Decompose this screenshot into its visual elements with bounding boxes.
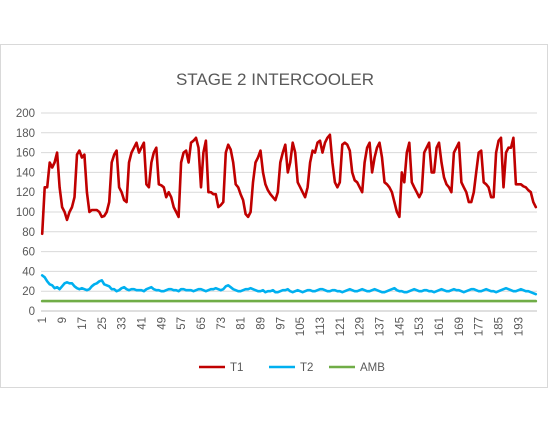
x-tick-label: 153: [414, 317, 426, 336]
x-tick-label: 129: [355, 317, 367, 336]
x-tick-label: 137: [375, 317, 387, 336]
x-tick-label: 161: [434, 317, 446, 336]
series-lines: [40, 133, 538, 303]
x-tick-label: 81: [236, 317, 248, 330]
x-tick-label: 25: [97, 317, 109, 330]
y-tick-label: 0: [29, 306, 35, 318]
legend-label-t2: T2: [300, 362, 313, 374]
y-tick-label: 140: [16, 167, 35, 179]
x-tick-label: 185: [494, 317, 506, 336]
y-axis-ticks: 0 20 40 60 80 100 120 140 160 180 200: [16, 108, 35, 318]
x-axis-ticks: 1 9 17 25 33 41 49 57 65 73 81 89 97 105 113 121 129 137 1…: [37, 317, 525, 336]
legend-label-amb: AMB: [360, 362, 385, 374]
y-tick-label: 100: [16, 207, 35, 219]
x-tick-label: 177: [474, 317, 486, 336]
series-line-t1: [40, 133, 538, 236]
x-tick-label: 65: [196, 317, 208, 330]
legend-label-t1: T1: [230, 362, 243, 374]
x-tick-label: 17: [77, 317, 89, 330]
chart-title: STAGE 2 INTERCOOLER: [176, 70, 374, 89]
x-tick-label: 193: [513, 317, 525, 336]
y-tick-label: 20: [22, 286, 35, 298]
y-tick-label: 160: [16, 148, 35, 160]
x-tick-label: 121: [335, 317, 347, 336]
y-tick-label: 120: [16, 187, 35, 199]
chart-frame: STAGE 2 INTERCOOLER 0 20 40 60 80 100 120 140 16…: [0, 44, 548, 388]
x-tick-label: 9: [57, 317, 69, 323]
x-tick-label: 41: [136, 317, 148, 330]
y-tick-label: 180: [16, 128, 35, 140]
x-tick-label: 169: [454, 317, 466, 336]
x-tick-label: 89: [255, 317, 267, 330]
x-tick-label: 113: [315, 317, 327, 335]
legend: T1 T2 AMB: [199, 362, 385, 374]
y-tick-label: 80: [22, 227, 35, 239]
y-tick-label: 60: [22, 247, 35, 259]
x-tick-label: 57: [176, 317, 188, 330]
x-tick-label: 49: [156, 317, 168, 330]
gridlines: [41, 112, 537, 312]
y-tick-label: 200: [16, 108, 35, 120]
x-tick-label: 105: [295, 317, 307, 336]
y-tick-label: 40: [22, 266, 35, 278]
x-tick-label: 1: [37, 317, 49, 323]
x-tick-label: 33: [117, 317, 129, 330]
line-chart: STAGE 2 INTERCOOLER 02040608010012014016…: [16, 70, 538, 374]
x-tick-label: 97: [275, 317, 287, 330]
series-line-t2: [40, 274, 538, 296]
x-tick-label: 73: [216, 317, 228, 330]
x-tick-label: 145: [394, 317, 406, 336]
